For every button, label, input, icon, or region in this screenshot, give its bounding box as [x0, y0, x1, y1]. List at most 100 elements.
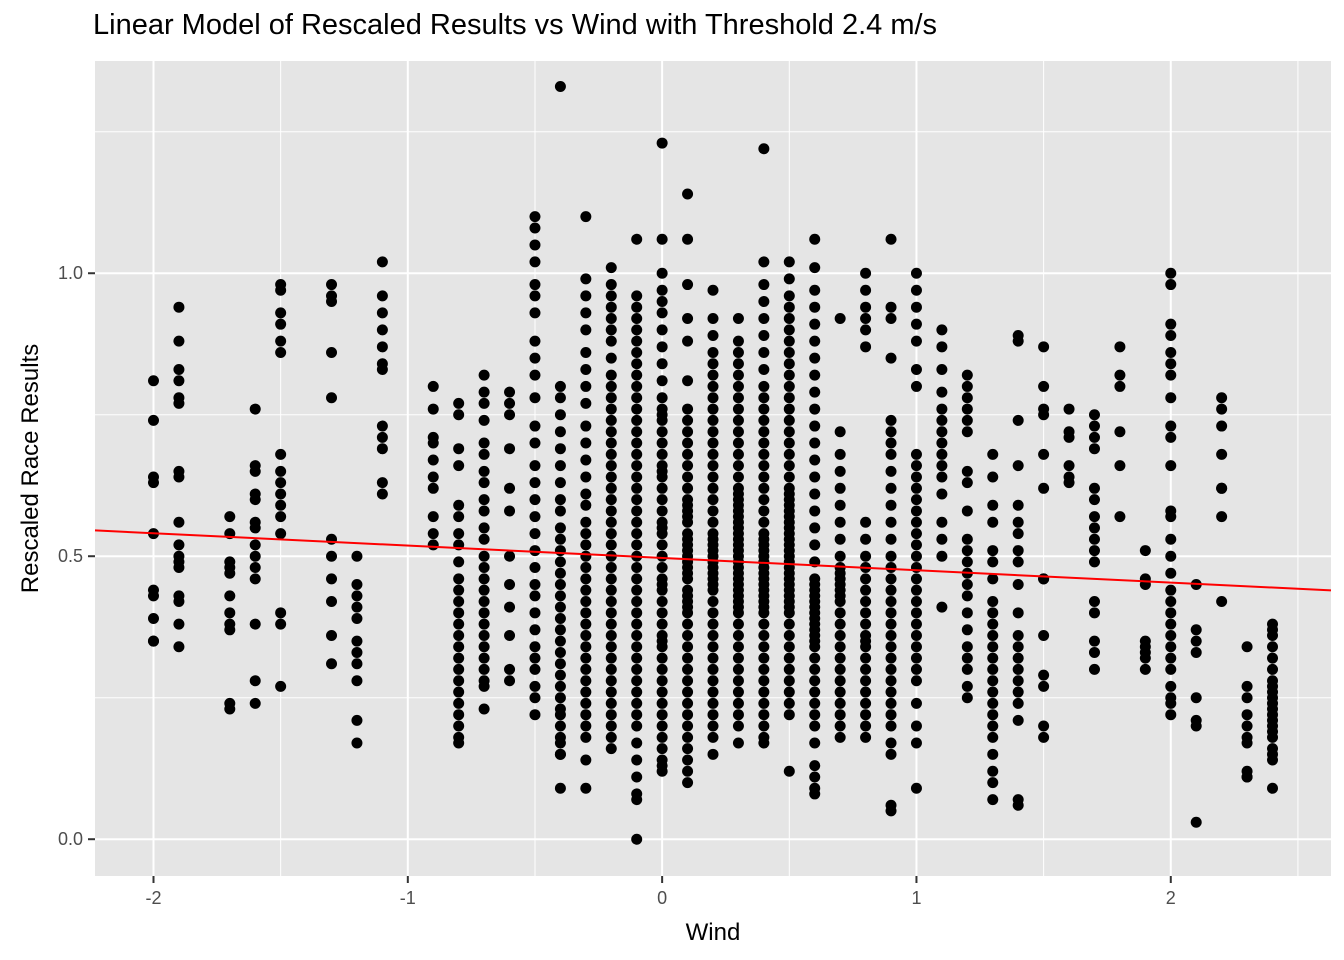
data-point [783, 301, 795, 313]
data-point [580, 629, 592, 641]
data-point [732, 652, 744, 664]
data-point [656, 765, 668, 777]
data-point [554, 477, 566, 489]
data-point [758, 652, 770, 664]
data-point [554, 720, 566, 732]
data-point [758, 686, 770, 698]
data-point [732, 511, 744, 523]
data-point [631, 346, 643, 358]
data-point [936, 460, 948, 472]
data-point [809, 284, 821, 296]
data-point [376, 290, 388, 302]
y-tick-label: 0.5 [58, 546, 83, 566]
data-point [529, 590, 541, 602]
data-point [732, 346, 744, 358]
data-point [682, 403, 694, 415]
data-point [554, 624, 566, 636]
data-point [173, 596, 185, 608]
data-point [860, 618, 872, 630]
data-point [910, 550, 922, 562]
data-point [656, 743, 668, 755]
data-point [249, 403, 261, 415]
data-point [732, 533, 744, 545]
data-point [758, 296, 770, 308]
data-point [809, 505, 821, 517]
data-point [1190, 624, 1202, 636]
data-point [809, 788, 821, 800]
data-point [910, 301, 922, 313]
data-point [605, 618, 617, 630]
data-point [758, 590, 770, 602]
data-point [631, 697, 643, 709]
data-points [147, 80, 1279, 845]
data-point [936, 601, 948, 613]
data-point [478, 522, 490, 534]
data-point [809, 488, 821, 500]
data-point [987, 545, 999, 557]
data-point [656, 618, 668, 630]
data-point [732, 567, 744, 579]
data-point [961, 477, 973, 489]
data-point [936, 437, 948, 449]
data-point [707, 380, 719, 392]
data-point [554, 460, 566, 472]
data-point [783, 358, 795, 370]
data-point [554, 567, 566, 579]
data-point [860, 675, 872, 687]
data-point [987, 709, 999, 721]
data-point [732, 720, 744, 732]
data-point [504, 397, 516, 409]
data-point [707, 545, 719, 557]
data-point [809, 471, 821, 483]
data-point [1165, 663, 1177, 675]
data-point [809, 760, 821, 772]
data-point [758, 403, 770, 415]
data-point [910, 482, 922, 494]
data-point [1088, 596, 1100, 608]
data-point [580, 437, 592, 449]
data-point [529, 528, 541, 540]
data-point [783, 567, 795, 579]
data-point [885, 301, 897, 313]
data-point [987, 499, 999, 511]
data-point [707, 358, 719, 370]
data-point [732, 737, 744, 749]
data-point [1012, 629, 1024, 641]
data-point [554, 658, 566, 670]
data-point [732, 629, 744, 641]
data-point [1114, 341, 1126, 353]
data-point [554, 80, 566, 92]
data-point [910, 596, 922, 608]
data-point [656, 482, 668, 494]
data-point [580, 596, 592, 608]
data-point [783, 697, 795, 709]
data-point [1267, 629, 1279, 641]
data-point [834, 731, 846, 743]
data-point [809, 709, 821, 721]
data-point [427, 380, 439, 392]
data-point [656, 233, 668, 245]
data-point [783, 488, 795, 500]
data-point [987, 675, 999, 687]
data-point [783, 686, 795, 698]
data-point [961, 624, 973, 636]
data-point [783, 522, 795, 534]
data-point [554, 737, 566, 749]
data-point [758, 313, 770, 325]
data-point [860, 550, 872, 562]
data-point [478, 680, 490, 692]
data-point [860, 596, 872, 608]
data-point [529, 652, 541, 664]
data-point [580, 607, 592, 619]
data-point [224, 607, 236, 619]
data-point [682, 233, 694, 245]
data-point [173, 397, 185, 409]
data-point [504, 550, 516, 562]
data-point [656, 697, 668, 709]
data-point [554, 612, 566, 624]
data-point [707, 675, 719, 687]
data-point [631, 652, 643, 664]
data-point [1038, 482, 1050, 494]
data-point [1165, 567, 1177, 579]
data-point [554, 692, 566, 704]
